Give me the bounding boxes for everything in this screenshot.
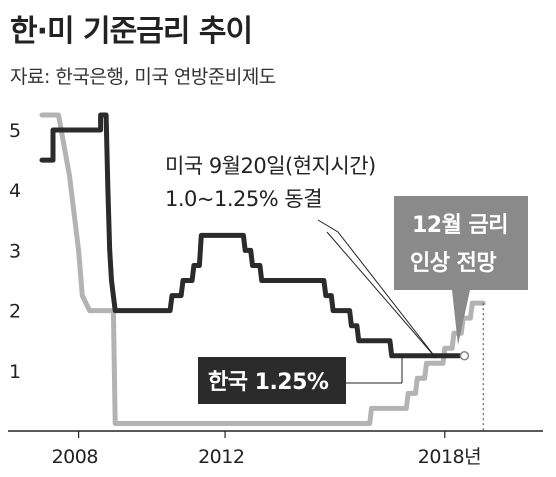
y-tick-label: 4 <box>9 180 21 202</box>
us-note-line2: 1.0~1.25% 동결 <box>165 187 322 211</box>
us-note-line1: 미국 9월20일(현지시간) <box>165 154 376 178</box>
us-note-leader <box>317 219 437 359</box>
us-note-leader-2 <box>326 231 437 359</box>
chart-source: 자료: 한국은행, 미국 연방준비제도 <box>10 66 276 88</box>
forecast-line1: 12월 금리 <box>412 213 508 238</box>
forecast-callout <box>394 196 528 345</box>
y-tick-label: 1 <box>9 361 21 383</box>
endpoint-marker <box>459 351 470 361</box>
series-line-korea <box>39 112 462 359</box>
x-tick-label: 2012 <box>198 446 244 468</box>
y-tick-label: 3 <box>9 240 21 262</box>
korea-label-box <box>198 357 346 404</box>
axes: 5 4 3 2 1 2008 2012 2018년 <box>8 120 543 468</box>
x-tick-label: 2008 <box>52 446 98 468</box>
x-tick-label: 2018년 <box>418 446 481 468</box>
y-tick-label: 2 <box>9 301 21 323</box>
korea-label: 한국 1.25% <box>208 370 329 395</box>
y-tick-label: 5 <box>9 120 21 142</box>
chart-title: 한·미 기준금리 추이 <box>10 14 253 49</box>
forecast-line2: 인상 전망 <box>410 251 496 276</box>
